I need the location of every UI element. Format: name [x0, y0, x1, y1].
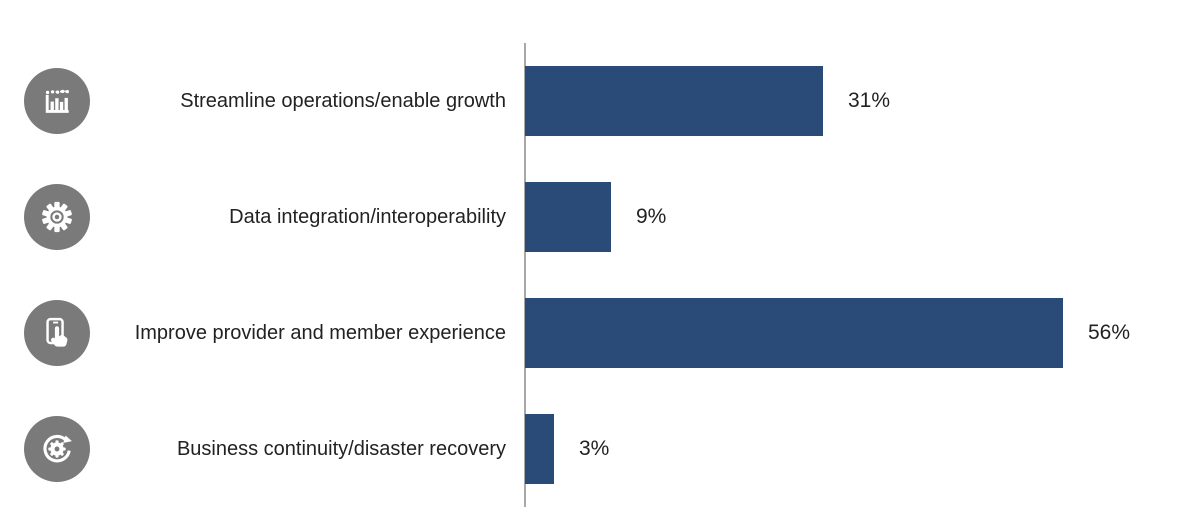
- value-label: 9%: [636, 205, 667, 228]
- chart-row: Business continuity/disaster recovery 3%: [0, 391, 1178, 507]
- chart-row: Data integration/interoperability 9%: [0, 159, 1178, 275]
- value-label: 56%: [1088, 321, 1131, 344]
- recovery-gear-arrow-icon: [24, 416, 90, 482]
- bar: [525, 66, 823, 136]
- chart-row: Improve provider and member experience 5…: [0, 275, 1178, 391]
- bar: [525, 414, 554, 484]
- category-label: Business continuity/disaster recovery: [176, 438, 506, 460]
- gear-icon: [24, 184, 90, 250]
- category-label: Data integration/interoperability: [229, 206, 506, 228]
- bar: [525, 182, 611, 252]
- category-label: Streamline operations/enable growth: [180, 90, 506, 112]
- category-label: Improve provider and member experience: [134, 322, 506, 344]
- value-label: 31%: [848, 89, 891, 112]
- value-label: 3%: [579, 437, 610, 460]
- bar-chart-trend-icon: [24, 68, 90, 134]
- chart-rows: Streamline operations/enable growth 31%: [0, 43, 1178, 507]
- touch-screen-hand-icon: [24, 300, 90, 366]
- bar: [525, 298, 1063, 368]
- axis-baseline: [524, 43, 526, 507]
- chart-row: Streamline operations/enable growth 31%: [0, 43, 1178, 159]
